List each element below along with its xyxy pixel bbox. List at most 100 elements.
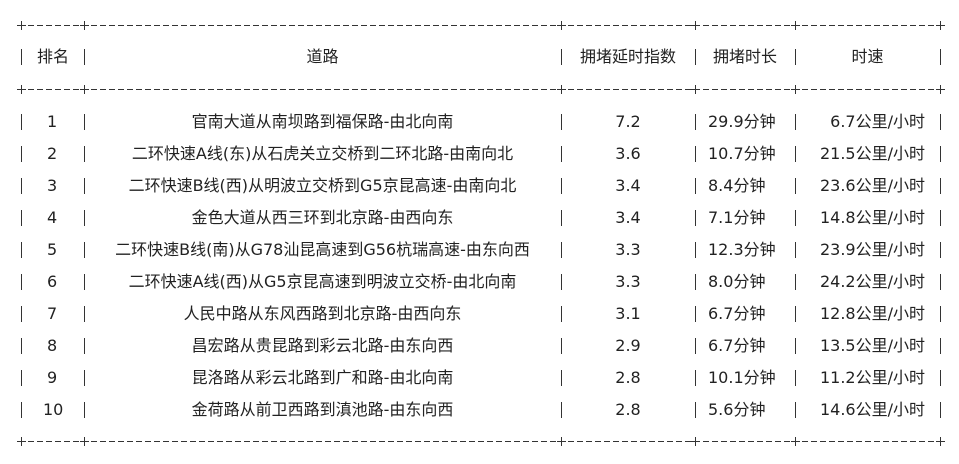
road-cell: 金色大道从西三环到北京路-由西向东 [191, 208, 454, 227]
speed-cell: 14.6公里/小时 [819, 400, 925, 419]
congestion-index-cell: 3.3 [615, 272, 641, 291]
column-separator [795, 338, 796, 354]
header-speed: 时速 [851, 47, 884, 66]
congestion-index-cell: 2.8 [615, 368, 641, 387]
column-separator [940, 402, 941, 418]
table-corner-plus [936, 85, 945, 94]
duration-cell: 7.1分钟 [708, 208, 766, 227]
congestion-index-cell: 3.4 [615, 176, 641, 195]
table-corner-plus [691, 437, 700, 446]
column-separator [940, 210, 941, 226]
rank-cell: 10 [43, 400, 64, 419]
rank-cell: 6 [47, 272, 58, 291]
road-cell: 人民中路从东风西路到北京路-由西向东 [183, 304, 462, 323]
column-separator [795, 242, 796, 258]
table-corner-plus [17, 21, 26, 30]
column-separator [695, 370, 696, 386]
column-separator [695, 178, 696, 194]
column-separator [21, 242, 22, 258]
rank-cell: 4 [47, 208, 58, 227]
road-cell: 昌宏路从贵昆路到彩云北路-由东向西 [191, 336, 454, 355]
column-separator [561, 242, 562, 258]
speed-cell: 11.2公里/小时 [819, 368, 925, 387]
column-separator [84, 146, 85, 162]
rank-cell: 8 [47, 336, 58, 355]
rank-cell: 5 [47, 240, 58, 259]
column-separator [795, 306, 796, 322]
duration-cell: 8.0分钟 [708, 272, 766, 291]
column-separator [21, 178, 22, 194]
road-cell: 昆洛路从彩云北路到广和路-由北向南 [191, 368, 454, 387]
header-road: 道路 [306, 47, 339, 66]
column-separator [21, 274, 22, 290]
column-separator [561, 274, 562, 290]
column-separator [561, 402, 562, 418]
header-congestion-index: 拥堵延时指数 [579, 47, 676, 66]
table-corner-plus [80, 21, 89, 30]
column-separator [795, 114, 796, 130]
column-separator [695, 210, 696, 226]
duration-cell: 10.1分钟 [708, 368, 776, 387]
speed-cell: 23.9公里/小时 [819, 240, 925, 259]
column-separator [21, 146, 22, 162]
column-separator [795, 370, 796, 386]
rank-cell: 2 [47, 144, 58, 163]
column-separator [695, 402, 696, 418]
column-separator [940, 338, 941, 354]
column-separator [695, 242, 696, 258]
table-border-line [19, 89, 941, 90]
column-separator [561, 178, 562, 194]
duration-cell: 10.7分钟 [708, 144, 776, 163]
speed-cell: 24.2公里/小时 [819, 272, 925, 291]
speed-cell: 21.5公里/小时 [819, 144, 925, 163]
column-separator [21, 402, 22, 418]
column-separator [21, 338, 22, 354]
column-separator [795, 49, 796, 65]
column-separator [84, 338, 85, 354]
congestion-index-cell: 3.4 [615, 208, 641, 227]
duration-cell: 5.6分钟 [708, 400, 766, 419]
road-cell: 二环快速B线(西)从明波立交桥到G5京昆高速-由南向北 [128, 176, 517, 195]
column-separator [940, 370, 941, 386]
congestion-index-cell: 3.3 [615, 240, 641, 259]
table-corner-plus [691, 85, 700, 94]
column-separator [21, 370, 22, 386]
table-corner-plus [557, 437, 566, 446]
column-separator [21, 49, 22, 65]
column-separator [695, 274, 696, 290]
road-cell: 二环快速A线(东)从石虎关立交桥到二环北路-由南向北 [131, 144, 514, 163]
column-separator [695, 49, 696, 65]
column-separator [940, 146, 941, 162]
column-separator [795, 274, 796, 290]
header-congestion-duration: 拥堵时长 [712, 47, 777, 66]
congestion-index-cell: 3.6 [615, 144, 641, 163]
column-separator [84, 178, 85, 194]
road-cell: 二环快速B线(南)从G78汕昆高速到G56杭瑞高速-由东向西 [115, 240, 530, 259]
duration-cell: 6.7分钟 [708, 304, 766, 323]
column-separator [561, 114, 562, 130]
duration-cell: 6.7分钟 [708, 336, 766, 355]
column-separator [84, 402, 85, 418]
table-corner-plus [17, 437, 26, 446]
column-separator [84, 274, 85, 290]
column-separator [940, 114, 941, 130]
table-corner-plus [80, 85, 89, 94]
speed-cell: 6.7公里/小时 [830, 112, 925, 131]
column-separator [84, 306, 85, 322]
header-rank: 排名 [36, 47, 69, 66]
column-separator [84, 242, 85, 258]
table-border-line [19, 441, 941, 442]
speed-cell: 13.5公里/小时 [819, 336, 925, 355]
table-corner-plus [936, 21, 945, 30]
column-separator [84, 114, 85, 130]
rank-cell: 7 [47, 304, 58, 323]
congestion-index-cell: 3.1 [615, 304, 641, 323]
table-corner-plus [80, 437, 89, 446]
column-separator [795, 402, 796, 418]
duration-cell: 29.9分钟 [708, 112, 776, 131]
column-separator [940, 274, 941, 290]
column-separator [695, 146, 696, 162]
table-corner-plus [791, 21, 800, 30]
table-border-line [19, 25, 941, 26]
table-corner-plus [557, 21, 566, 30]
